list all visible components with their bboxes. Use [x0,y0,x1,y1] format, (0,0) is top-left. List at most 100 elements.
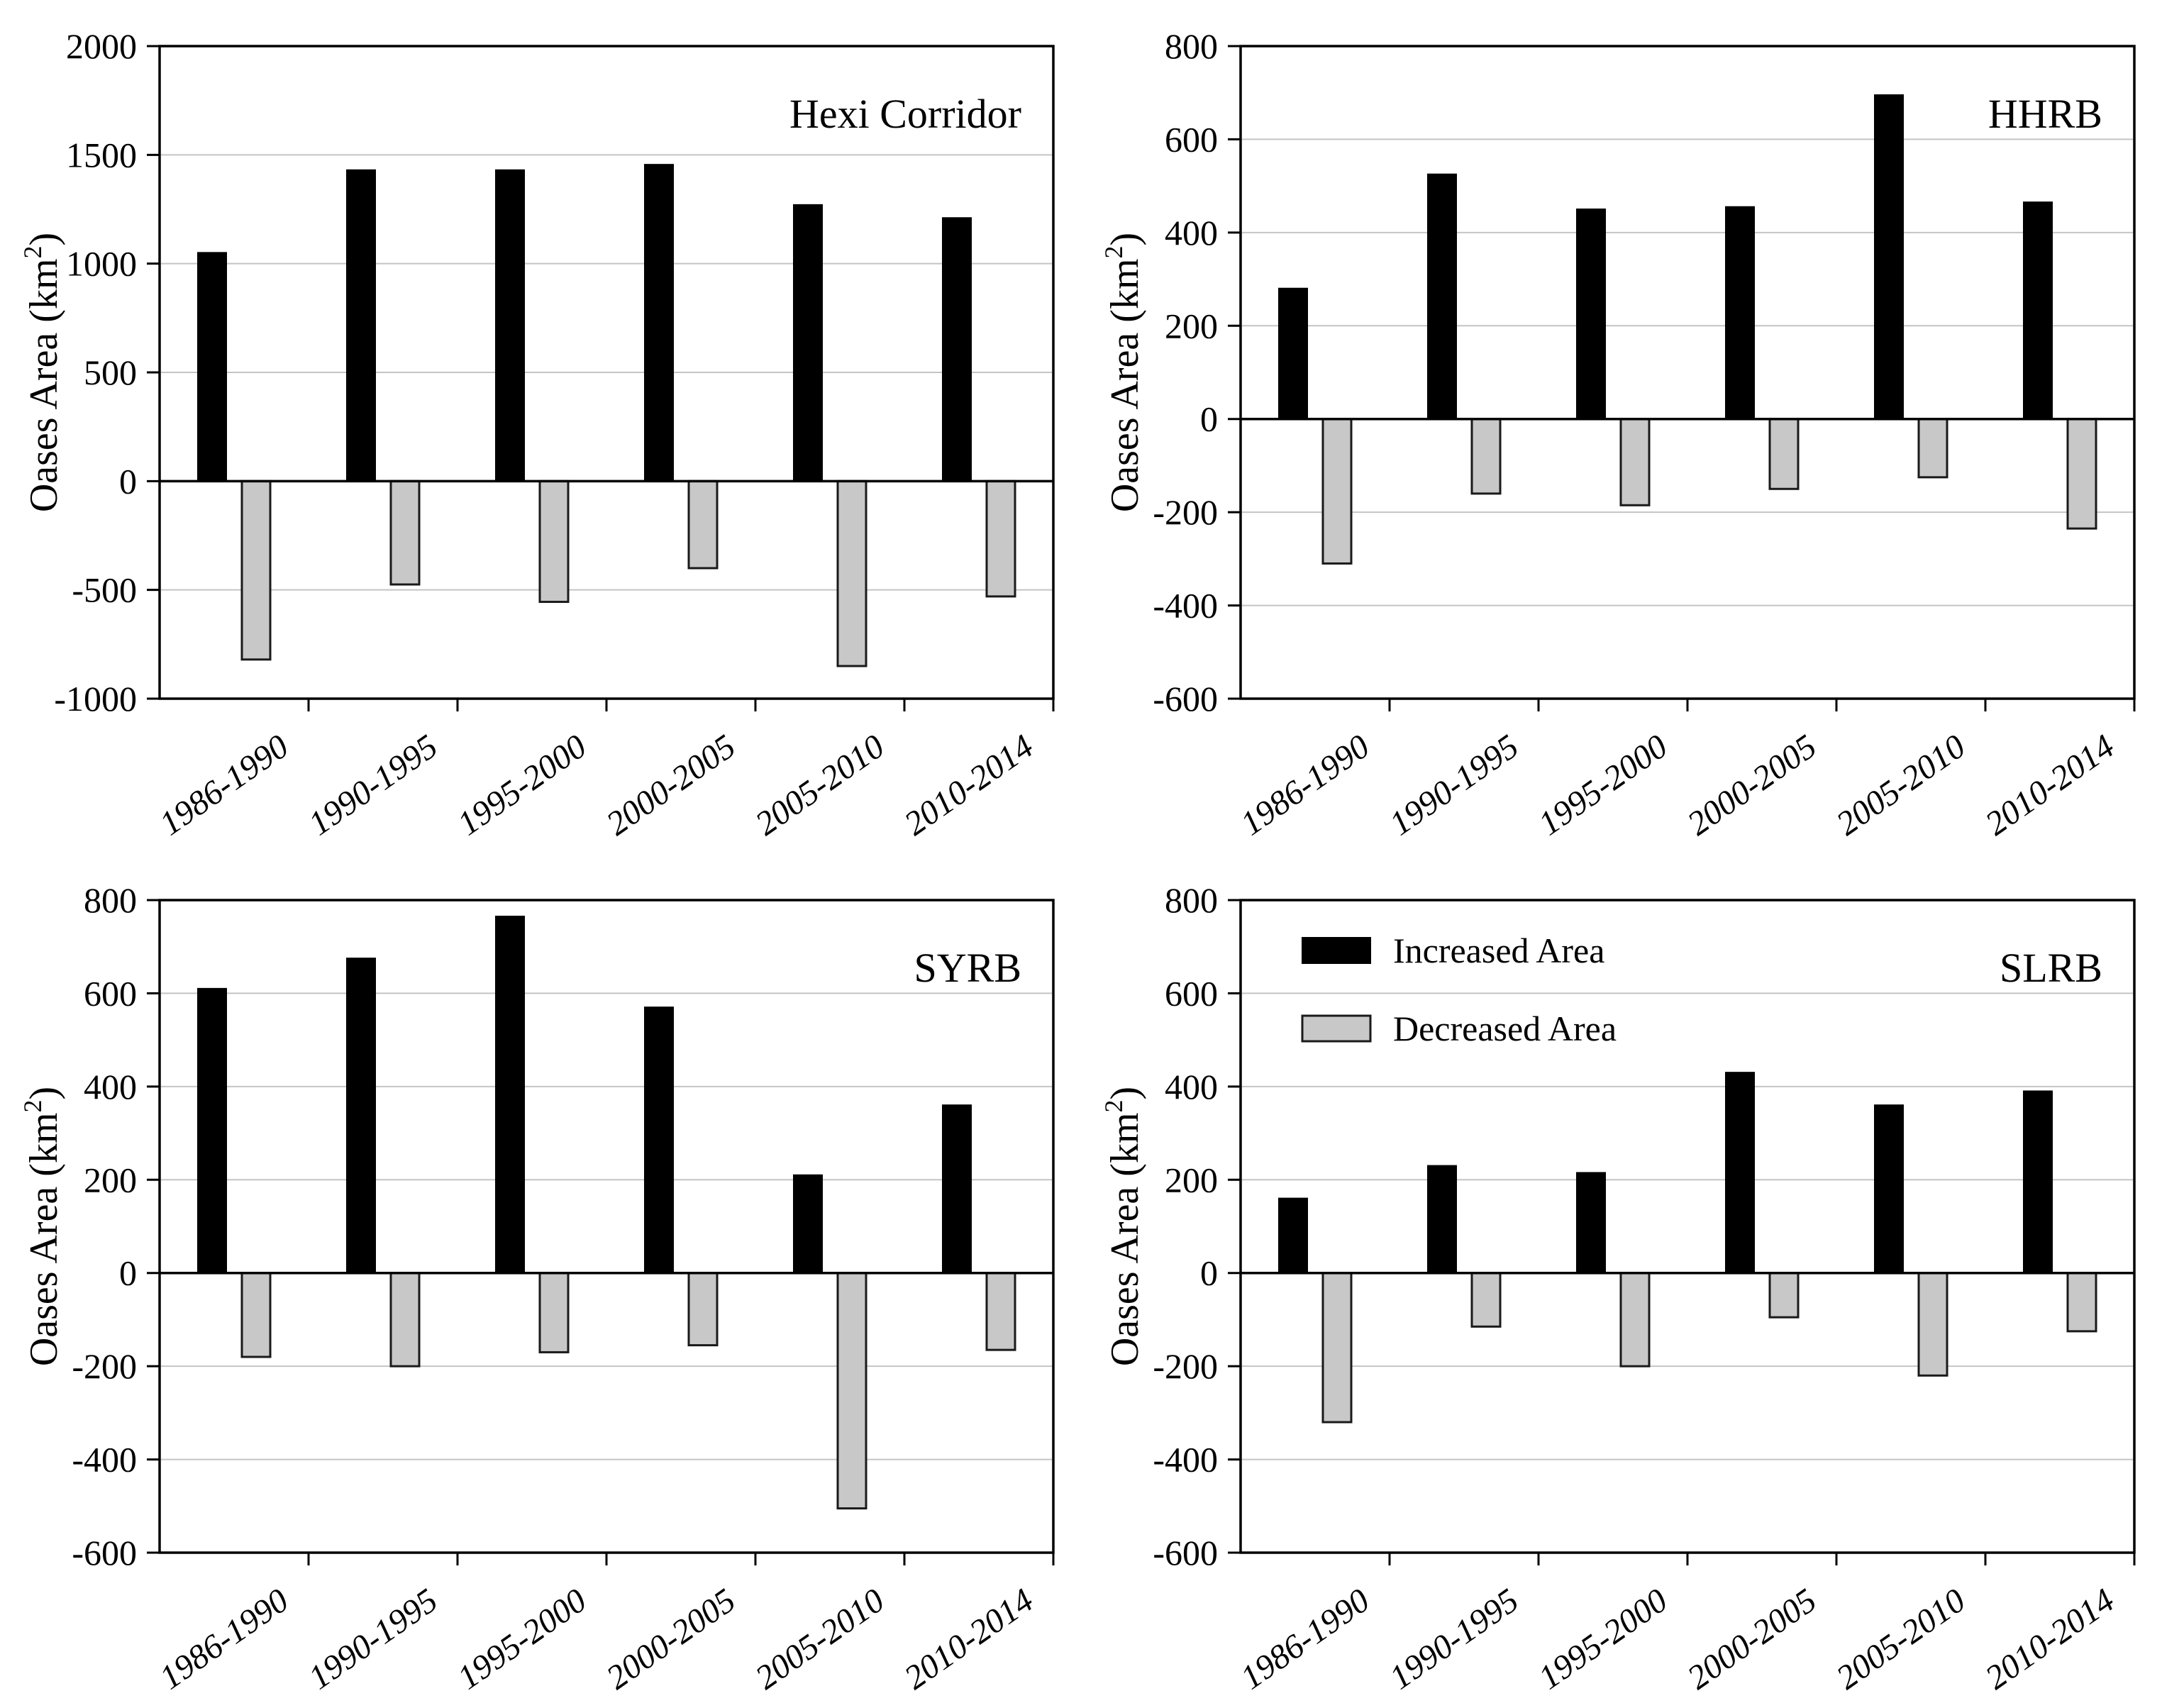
chart-panel-slrb: 800 600 400 200 0 -200 -400 -600 1986-1990 1990-1… [1081,854,2162,1708]
x-tick-label: 2000-2005 [600,1582,743,1697]
x-tick-label: 2010-2014 [898,728,1041,843]
bar-decreased-1990-1995 [1470,1272,1502,1328]
y-tick-label: 800 [84,880,137,920]
y-tick-label: 400 [84,1067,137,1107]
panel-title: Hexi Corridor [789,91,1021,137]
bar-decreased-2010-2014 [2066,1272,2097,1333]
bar-increased-1995-2000 [495,169,525,482]
bar-increased-2005-2010 [793,204,823,482]
y-tick-label: 400 [1165,1067,1218,1107]
x-tick-label: 2000-2005 [1681,728,1824,843]
chart-panel-hexi-corridor: 2000 1500 1000 500 0 -500 -1000 1986-1990 1990-1… [0,0,1081,854]
panel-title: HHRB [1988,91,2102,137]
y-tick-label: 400 [1165,213,1218,253]
bar-decreased-2000-2005 [687,479,719,570]
y-tick-label: -1000 [54,679,137,719]
bar-increased-2010-2014 [2023,1090,2053,1274]
bar-decreased-1986-1990 [1321,418,1353,565]
y-tick-label: 0 [1200,399,1218,439]
y-axis-label: Oases Area (km2) [1099,233,1147,512]
bar-decreased-1990-1995 [389,1272,421,1368]
bar-increased-2010-2014 [942,217,972,482]
y-tick-label: -200 [72,1346,137,1386]
bar-increased-2005-2010 [1874,1104,1904,1274]
x-tick-label: 2000-2005 [1681,1582,1824,1697]
bar-decreased-1995-2000 [1619,418,1651,506]
x-tick-label: 1995-2000 [451,1582,594,1697]
x-tick-label: 2010-2014 [1979,1582,2122,1697]
bar-decreased-2005-2010 [836,479,867,667]
y-tick-label: -600 [1153,679,1218,719]
y-axis-label: Oases Area (km2) [18,1087,66,1366]
bar-increased-1990-1995 [346,958,376,1274]
y-tick-label: 200 [1165,1160,1218,1199]
x-tick-label: 1986-1990 [1234,1582,1377,1697]
bar-decreased-2010-2014 [2066,418,2097,530]
bar-decreased-2000-2005 [1768,418,1800,490]
bar-decreased-2000-2005 [687,1272,719,1347]
x-tick-label: 1990-1995 [1383,728,1526,843]
y-tick-label: 500 [84,353,137,392]
bar-increased-1995-2000 [1576,1172,1606,1274]
bar-increased-1986-1990 [197,252,227,482]
y-tick-label: 0 [1200,1253,1218,1293]
x-tick-label: 1995-2000 [1532,728,1675,843]
panel-title: SYRB [914,945,1021,991]
y-axis-label: Oases Area (km2) [1099,1087,1147,1366]
x-tick-label: 1990-1995 [1383,1582,1526,1697]
chart-panel-syrb: 800 600 400 200 0 -200 -400 -600 1986-1990 1990-1… [0,854,1081,1708]
bar-decreased-2010-2014 [985,479,1016,598]
y-tick-label: 1000 [66,244,137,284]
x-tick-label: 2005-2010 [749,728,892,843]
y-tick-label: -600 [72,1533,137,1573]
plot-frame [158,899,1055,1554]
bar-decreased-1995-2000 [1619,1272,1651,1368]
y-tick-label: 0 [119,1253,137,1293]
bar-increased-1990-1995 [1427,173,1457,420]
bar-decreased-2005-2010 [836,1272,867,1510]
y-tick-label: 600 [1165,973,1218,1013]
bar-increased-1986-1990 [1278,1197,1308,1274]
plot-frame [1239,45,2136,700]
y-tick-label: -400 [72,1440,137,1480]
y-tick-label: -500 [72,570,137,610]
bar-decreased-2005-2010 [1917,418,1948,479]
chart-panel-hhrb: 800 600 400 200 0 -200 -400 -600 1986-1990 1990-1… [1081,0,2162,854]
y-tick-label: 600 [1165,119,1218,159]
x-tick-label: 1995-2000 [451,728,594,843]
plot-frame [1239,899,2136,1554]
bar-increased-1995-2000 [1576,209,1606,420]
x-tick-label: 1990-1995 [302,728,445,843]
bar-increased-2000-2005 [644,1006,674,1274]
x-tick-label: 1986-1990 [1234,728,1377,843]
bar-increased-2005-2010 [793,1174,823,1274]
y-tick-label: 800 [1165,880,1218,920]
bar-increased-1995-2000 [495,916,525,1274]
y-axis-label: Oases Area (km2) [18,233,66,512]
x-tick-label: 2010-2014 [1979,728,2122,843]
y-tick-label: 800 [1165,26,1218,66]
bar-decreased-1995-2000 [538,1272,570,1353]
y-tick-label: 0 [119,461,137,501]
x-tick-label: 1986-1990 [153,1582,296,1697]
x-tick-label: 2010-2014 [898,1582,1041,1697]
bar-increased-1986-1990 [197,987,227,1274]
x-tick-label: 2000-2005 [600,728,743,843]
bar-decreased-1986-1990 [1321,1272,1353,1424]
bar-decreased-2000-2005 [1768,1272,1800,1319]
x-tick-label: 2005-2010 [1830,728,1973,843]
bar-increased-1990-1995 [1427,1165,1457,1274]
legend-label-decreased: Decreased Area [1393,1009,1617,1048]
bar-increased-2010-2014 [942,1104,972,1274]
bar-increased-2005-2010 [1874,94,1904,420]
x-tick-label: 1986-1990 [153,728,296,843]
bar-decreased-1986-1990 [240,479,272,661]
x-tick-label: 1995-2000 [1532,1582,1675,1697]
y-tick-label: -200 [1153,1346,1218,1386]
panel-title: SLRB [2000,945,2102,991]
bar-decreased-1995-2000 [538,479,570,604]
legend-swatch-decreased [1301,1014,1372,1043]
x-tick-label: 1990-1995 [302,1582,445,1697]
legend-swatch-increased [1302,937,1371,964]
bar-decreased-1990-1995 [389,479,421,586]
